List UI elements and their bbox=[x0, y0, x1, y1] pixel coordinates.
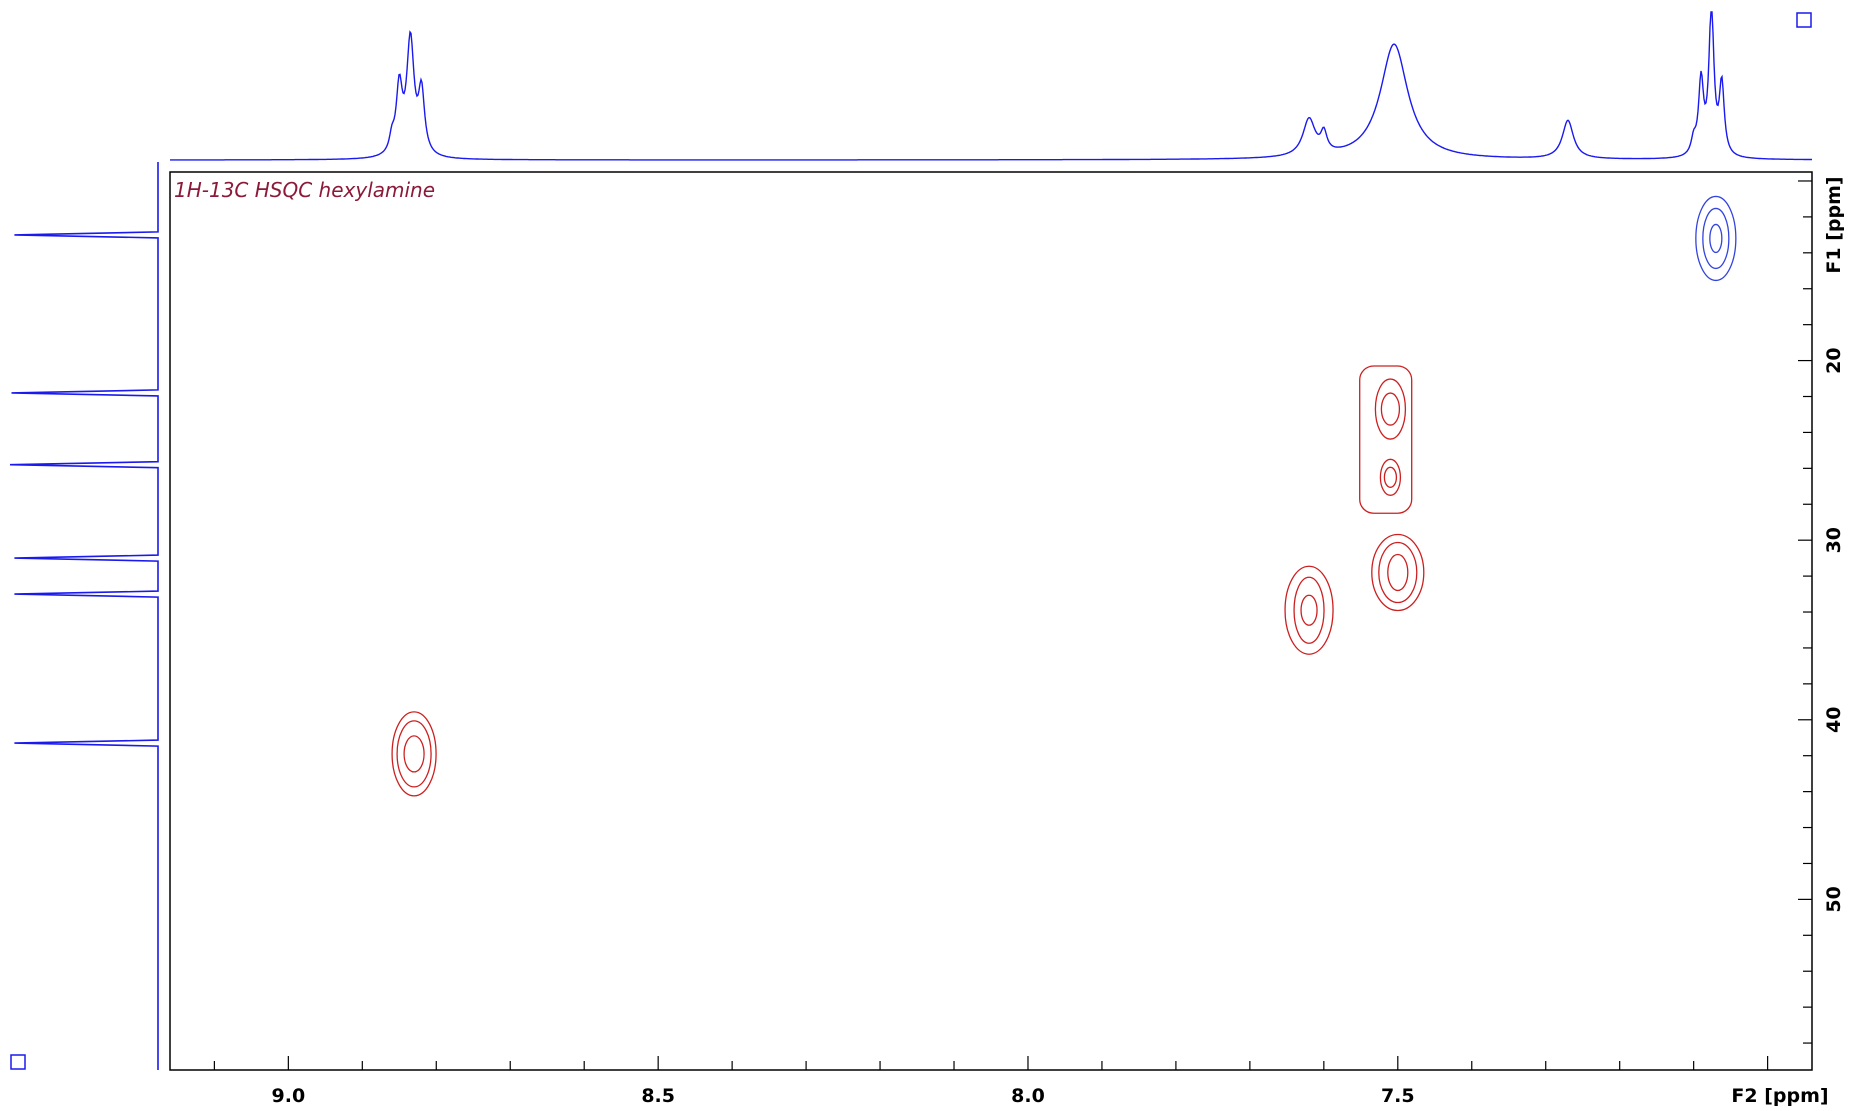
cross-peak-contour bbox=[1379, 458, 1402, 496]
bottom-left-resize-handle[interactable] bbox=[10, 1054, 26, 1070]
contour-layer bbox=[391, 195, 1737, 797]
f1-projection-spectrum bbox=[9, 162, 159, 1070]
cross-peak-contour bbox=[391, 711, 437, 797]
cross-peak-contour bbox=[396, 720, 432, 788]
f2-projection-spectrum bbox=[170, 11, 1812, 161]
cross-peak-contour bbox=[1695, 195, 1737, 282]
top-right-resize-handle[interactable] bbox=[1796, 12, 1812, 28]
f1-axis-title: F1 [ppm] bbox=[1823, 176, 1845, 273]
cross-peak-contour bbox=[1380, 392, 1401, 426]
cross-peak-contour bbox=[1383, 466, 1398, 488]
cross-peak-contour-envelope bbox=[1359, 365, 1413, 514]
cross-peak-contour bbox=[1378, 541, 1418, 604]
cross-peak-contour bbox=[1284, 565, 1334, 655]
cross-peak-contour bbox=[1387, 553, 1409, 592]
plot-frame bbox=[169, 171, 1813, 1071]
cross-peak-contour bbox=[403, 735, 425, 773]
f2-tick-label: 8.0 bbox=[1011, 1085, 1045, 1107]
f2-tick-label: 8.5 bbox=[641, 1085, 675, 1107]
f2-axis-ticks: 9.0 8.5 8.0 7.5 bbox=[213, 1056, 1769, 1107]
f2-tick-label: 7.5 bbox=[1381, 1085, 1415, 1107]
f2-projection-trace bbox=[170, 11, 1812, 161]
cross-peak-contour bbox=[1702, 207, 1730, 270]
chart-title: 1H-13C HSQC hexylamine bbox=[174, 178, 435, 202]
f1-tick-label: 20 bbox=[1823, 347, 1845, 373]
cross-peak-contour bbox=[1300, 594, 1318, 626]
cross-peak-contour bbox=[1709, 223, 1723, 254]
f1-tick-label: 50 bbox=[1823, 886, 1845, 912]
f1-tick-label: 30 bbox=[1823, 527, 1845, 553]
cross-peak-contour bbox=[1374, 378, 1407, 440]
f1-tick-label: 40 bbox=[1823, 707, 1845, 733]
f1-axis-ticks: 20 30 40 50 bbox=[1798, 180, 1845, 1044]
cross-peak-contour bbox=[1371, 533, 1425, 612]
f2-axis-title: F2 [ppm] bbox=[1731, 1085, 1828, 1107]
f1-projection-trace bbox=[9, 162, 159, 1070]
cross-peak-contour bbox=[1293, 576, 1325, 644]
f2-tick-label: 9.0 bbox=[272, 1085, 306, 1107]
